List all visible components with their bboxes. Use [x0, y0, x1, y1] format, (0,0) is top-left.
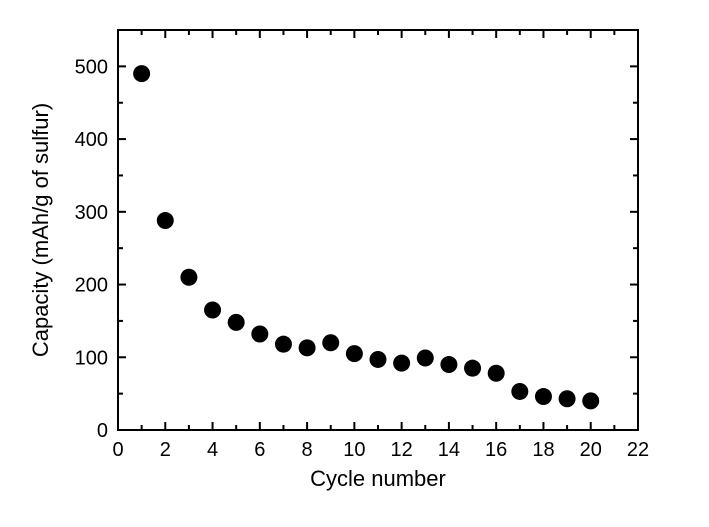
x-tick-label: 6 [254, 439, 265, 461]
x-tick-label: 14 [438, 439, 460, 461]
data-point [180, 269, 197, 286]
data-point [204, 302, 221, 319]
y-axis-label: Capacity (mAh/g of sulfur) [28, 103, 53, 357]
x-tick-label: 8 [302, 439, 313, 461]
data-point [370, 351, 387, 368]
data-point [251, 326, 268, 343]
data-point [464, 360, 481, 377]
data-point [228, 314, 245, 331]
x-tick-label: 2 [160, 439, 171, 461]
y-tick-label: 500 [75, 56, 108, 78]
data-point [346, 345, 363, 362]
x-tick-label: 10 [343, 439, 365, 461]
data-point [582, 392, 599, 409]
x-tick-label: 22 [627, 439, 649, 461]
y-tick-label: 100 [75, 347, 108, 369]
y-tick-label: 300 [75, 202, 108, 224]
x-tick-label: 12 [391, 439, 413, 461]
data-point [488, 365, 505, 382]
data-point [322, 334, 339, 351]
data-point [559, 390, 576, 407]
y-tick-label: 200 [75, 275, 108, 297]
data-point [393, 355, 410, 372]
y-tick-label: 400 [75, 129, 108, 151]
data-point [535, 388, 552, 405]
data-point [417, 350, 434, 367]
plot-frame [118, 30, 638, 430]
x-tick-label: 18 [532, 439, 554, 461]
data-point [299, 339, 316, 356]
data-point [511, 383, 528, 400]
y-tick-label: 0 [97, 420, 108, 442]
x-tick-label: 0 [112, 439, 123, 461]
chart-svg: 0 2 4 6 8 10 12 14 16 18 20 22 0 100 200 300 400 500 Cycle… [0, 0, 709, 527]
data-point [440, 356, 457, 373]
x-tick-label: 4 [207, 439, 218, 461]
x-axis-label: Cycle number [310, 466, 446, 491]
data-point [133, 65, 150, 82]
data-point [157, 212, 174, 229]
x-tick-label: 16 [485, 439, 507, 461]
data-point [275, 336, 292, 353]
x-tick-label: 20 [580, 439, 602, 461]
capacity-scatter-chart: 0 2 4 6 8 10 12 14 16 18 20 22 0 100 200 300 400 500 Cycle… [0, 0, 709, 527]
